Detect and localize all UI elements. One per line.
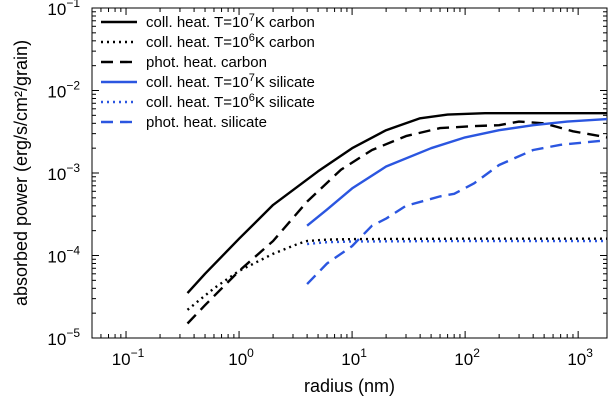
legend-label: phot. heat. carbon [146, 54, 267, 71]
x-axis-label: radius (nm) [304, 376, 395, 396]
series-line-4 [306, 117, 607, 227]
ticks [91, 7, 607, 339]
y-tick-label: 10−2 [47, 79, 80, 102]
x-tick-label: 100 [228, 346, 254, 369]
legend-label: coll. heat. T=106K carbon [146, 32, 315, 51]
series-line-2 [186, 237, 607, 311]
x-tick-label: 101 [341, 346, 367, 369]
plot-area [91, 7, 608, 339]
y-tick-label: 10−3 [47, 161, 80, 184]
y-tick-label: 10−5 [47, 326, 80, 349]
y-tick-label: 10−1 [47, 0, 80, 19]
legend-label: coll. heat. T=106K silicate [146, 92, 315, 111]
x-tick-label: 10−1 [112, 346, 145, 369]
legend-label: coll. heat. T=107K silicate [146, 72, 315, 91]
y-tick-label: 10−4 [47, 244, 80, 267]
series-line-3 [186, 120, 607, 325]
y-axis-label: absorbed power (erg/s/cm²/grain) [11, 40, 31, 306]
series-line-6 [306, 139, 607, 285]
x-tick-label: 103 [567, 346, 593, 369]
x-tick-label: 102 [454, 346, 480, 369]
series-line-1 [186, 112, 607, 294]
legend-label: phot. heat. silicate [146, 114, 267, 131]
legend-label: coll. heat. T=107K carbon [146, 12, 315, 31]
series-line-5 [306, 239, 607, 246]
series-layer [186, 112, 607, 325]
tick-labels: 10−1 100 101 102 103 10−5 10−4 10−3 10−2 10−1 [47, 0, 593, 369]
